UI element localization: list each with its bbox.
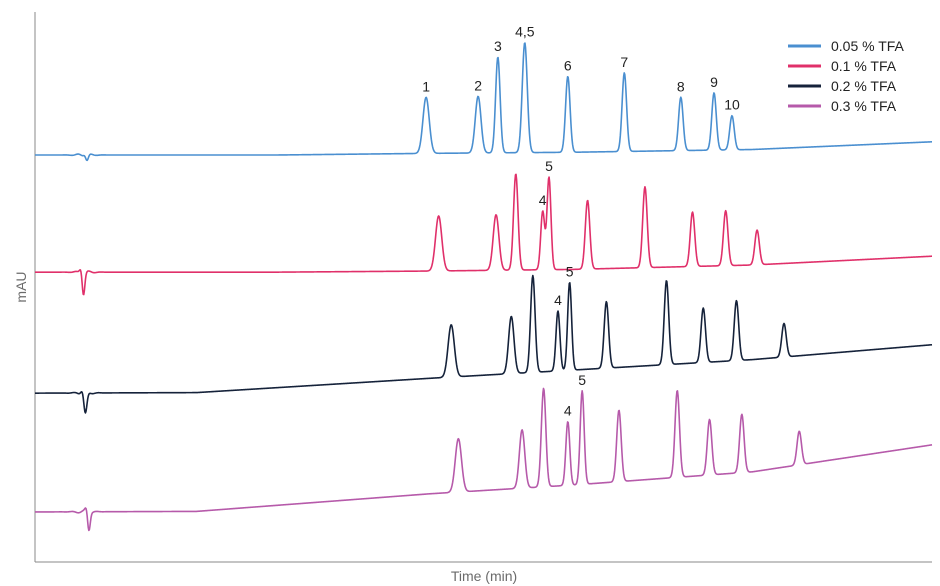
- series-line-2: [34, 173, 933, 296]
- legend-label: 0.2 % TFA: [831, 78, 897, 94]
- x-axis-title: Time (min): [451, 568, 517, 584]
- legend-label: 0.3 % TFA: [831, 98, 897, 114]
- series-line-3: [34, 274, 933, 414]
- peak-label: 4: [554, 292, 562, 308]
- y-axis-title: mAU: [13, 271, 29, 302]
- series-line-1: [34, 42, 933, 162]
- legend-label: 0.1 % TFA: [831, 58, 897, 74]
- peak-label: 4: [564, 403, 572, 419]
- peak-label: 4: [539, 192, 547, 208]
- peak-label: 9: [710, 74, 718, 90]
- peak-label: 8: [677, 78, 685, 94]
- peak-label: 7: [620, 54, 628, 70]
- peak-label: 10: [724, 97, 740, 113]
- peak-label: 5: [545, 158, 553, 174]
- peak-label: 5: [566, 263, 574, 279]
- peak-label: 4,5: [515, 24, 535, 40]
- series-line-4: [34, 387, 933, 532]
- peak-label: 5: [578, 372, 586, 388]
- peak-label: 2: [474, 77, 482, 93]
- peak-label: 3: [494, 38, 502, 54]
- legend-label: 0.05 % TFA: [831, 38, 905, 54]
- peak-label: 6: [564, 57, 572, 73]
- peak-label: 1: [422, 78, 430, 94]
- series-layer: [34, 42, 933, 532]
- legend: 0.05 % TFA 0.1 % TFA 0.2 % TFA 0.3 % TFA: [788, 38, 905, 114]
